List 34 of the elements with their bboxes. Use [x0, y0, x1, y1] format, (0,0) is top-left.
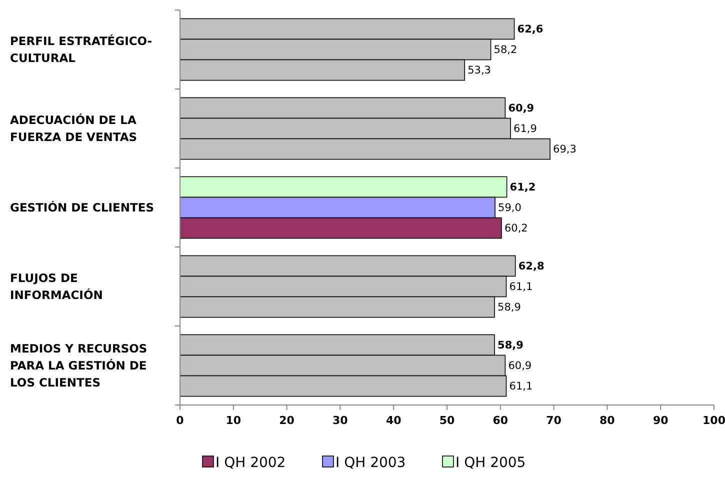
data-label: 59,0 [498, 202, 522, 214]
x-tick-label: 20 [279, 414, 295, 427]
y-tick-label: MEDIOS Y RECURSOS PARA LA GESTIÓN DE LOS CLIENTES [10, 342, 148, 390]
x-tick-label: 90 [652, 414, 669, 427]
y-tick-label: ADECUACIÓN DE LA FUERZA DE VENTAS [10, 113, 138, 144]
x-tick-label: 50 [439, 414, 455, 427]
x-tick-label: 30 [332, 414, 348, 427]
legend-label: I QH 2002 [216, 454, 286, 471]
data-label: 58,2 [494, 44, 518, 56]
data-label: 62,8 [518, 260, 544, 273]
data-label: 61,1 [509, 281, 533, 294]
x-tick-label: 40 [386, 414, 402, 427]
x-tick-label: 80 [600, 414, 616, 427]
data-label: 61,2 [510, 182, 536, 194]
data-label: 58,9 [498, 340, 524, 352]
data-label: 60,9 [508, 102, 534, 115]
x-tick-label: 60 [492, 414, 508, 427]
data-label: 60,9 [508, 360, 532, 372]
data-label: 60,2 [504, 222, 528, 235]
y-tick-label: GESTIÓN DE CLIENTES [10, 200, 154, 215]
data-label: 58,9 [498, 302, 521, 314]
y-tick-label: FLUJOS DE INFORMACIÓN [10, 271, 103, 302]
x-tick-label: 0 [176, 414, 184, 427]
y-tick-label: PERFIL ESTRATÉGICO-CULTURAL [10, 34, 152, 66]
data-label: 53,3 [468, 64, 492, 77]
x-tick-label: 10 [226, 414, 242, 427]
x-tick-label: 100 [702, 414, 725, 427]
data-label: 61,1 [509, 380, 533, 393]
data-label: 61,9 [514, 123, 537, 136]
legend-label: I QH 2005 [456, 454, 526, 471]
data-label: 62,6 [517, 24, 544, 36]
x-tick-label: 70 [546, 414, 562, 427]
legend-label: I QH 2003 [336, 454, 406, 471]
data-label: 69,3 [553, 144, 576, 156]
